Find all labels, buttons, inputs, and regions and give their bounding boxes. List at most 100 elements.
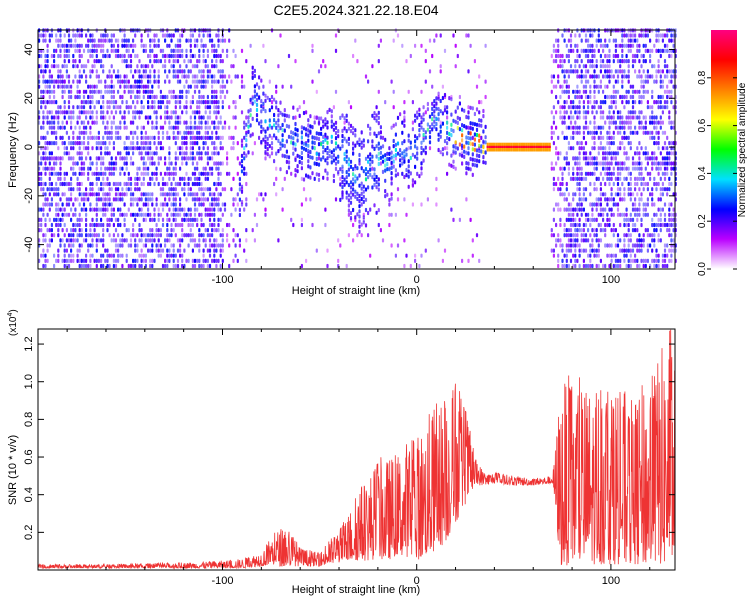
spectrogram-cell bbox=[503, 145, 506, 148]
spectrogram-cell bbox=[649, 176, 652, 181]
spectrogram-cell bbox=[593, 74, 596, 79]
spectrogram-cell bbox=[159, 146, 162, 151]
spectrogram-cell bbox=[42, 89, 45, 94]
spectrogram-cell bbox=[589, 151, 592, 156]
spectrogram-cell bbox=[76, 151, 79, 156]
spectrogram-cell bbox=[670, 238, 673, 243]
spectrogram-cell bbox=[97, 100, 100, 105]
spectrogram-cell bbox=[467, 258, 470, 263]
spectrogram-cell bbox=[595, 228, 598, 233]
spectrogram-cell bbox=[576, 238, 579, 243]
spectrogram-cell bbox=[127, 151, 130, 156]
spectrogram-cell bbox=[646, 197, 649, 202]
spectrogram-cell bbox=[475, 163, 479, 168]
spectrogram-cell bbox=[142, 69, 145, 74]
spectrogram-cell bbox=[140, 100, 143, 105]
spectrogram-cell bbox=[450, 112, 453, 117]
spectrogram-cell bbox=[642, 79, 645, 84]
spectrogram-cell bbox=[234, 105, 237, 110]
spectrogram-cell bbox=[78, 69, 81, 74]
spectrogram-cell bbox=[100, 141, 103, 146]
spectrogram-cell bbox=[72, 156, 75, 161]
spectrogram-cell bbox=[183, 135, 186, 140]
spectrogram-cell bbox=[42, 69, 45, 74]
spectrogram-cell bbox=[663, 258, 667, 263]
spectrogram-cell bbox=[93, 258, 96, 263]
spectrogram-cell bbox=[300, 222, 303, 228]
spectrogram-cell bbox=[80, 33, 83, 38]
spectrogram-cell bbox=[138, 212, 141, 217]
spectrogram-cell bbox=[200, 69, 203, 74]
spectrogram-cell bbox=[249, 97, 252, 102]
spectrogram-cell bbox=[249, 133, 252, 138]
spectrogram-cell bbox=[375, 118, 378, 123]
spectrogram-cell bbox=[555, 110, 558, 115]
spectrogram-cell bbox=[40, 207, 43, 212]
spectrogram-cell bbox=[610, 69, 613, 74]
spectrogram-cell bbox=[584, 125, 588, 130]
spectrogram-cell bbox=[78, 166, 81, 171]
spectrogram-cell bbox=[255, 113, 259, 118]
spectrogram-cell bbox=[223, 38, 227, 43]
spectrogram-cell bbox=[247, 119, 250, 124]
spectrogram-cell bbox=[663, 263, 667, 269]
spectrogram-cell bbox=[114, 100, 118, 105]
spectrogram-cell bbox=[659, 125, 662, 130]
spectrogram-cell bbox=[255, 82, 259, 87]
spectrogram-cell bbox=[189, 151, 192, 156]
spectrogram-cell bbox=[619, 176, 622, 181]
spectrogram-cell bbox=[221, 48, 224, 53]
spectrogram-cell bbox=[42, 212, 45, 217]
spectrogram-cell bbox=[226, 238, 229, 243]
spectrogram-cell bbox=[452, 144, 455, 149]
spectrogram-cell bbox=[206, 263, 209, 269]
spectrogram-cell bbox=[140, 74, 143, 79]
spectrogram-cell bbox=[78, 222, 81, 228]
spectrogram-cell bbox=[623, 146, 626, 151]
spectrogram-cell bbox=[151, 161, 154, 166]
spectrogram-cell bbox=[40, 228, 43, 233]
spectrogram-cell bbox=[221, 69, 224, 74]
spectrogram-cell bbox=[565, 263, 568, 269]
spectrogram-cell bbox=[264, 93, 267, 98]
spectrogram-cell bbox=[670, 222, 673, 228]
spectrogram-cell bbox=[46, 120, 49, 125]
spectrogram-cell bbox=[221, 202, 224, 207]
spectrogram-cell bbox=[636, 248, 639, 253]
spectrogram-cell bbox=[627, 64, 630, 69]
spectrogram-cell bbox=[604, 207, 607, 212]
spectrogram-cell bbox=[659, 84, 662, 89]
spectrogram-cell bbox=[463, 154, 466, 159]
spectrogram-cell bbox=[604, 151, 607, 156]
spectrogram-cell bbox=[478, 148, 481, 153]
spectrogram-cell bbox=[159, 243, 162, 248]
spectrogram-cell bbox=[57, 171, 60, 176]
spectrogram-cell bbox=[467, 125, 470, 130]
spectrogram-cell bbox=[612, 59, 615, 64]
spectrogram-cell bbox=[191, 94, 194, 100]
spectrogram-cell bbox=[341, 180, 344, 185]
spectrogram-cell bbox=[638, 166, 641, 171]
spectrogram-cell bbox=[300, 176, 303, 181]
spectrogram-cell bbox=[65, 120, 68, 125]
spectrogram-cell bbox=[367, 154, 370, 159]
spectrogram-cell bbox=[552, 115, 555, 120]
spectrogram-cell bbox=[72, 115, 75, 120]
spectrogram-cell bbox=[74, 171, 77, 176]
spectrogram-cell bbox=[352, 182, 355, 187]
spectrogram-cell bbox=[253, 68, 256, 73]
spectrogram-cell bbox=[659, 238, 662, 243]
spectrogram-cell bbox=[627, 187, 630, 192]
spectrogram-cell bbox=[612, 233, 615, 238]
spectrogram-cell bbox=[668, 151, 671, 156]
spectrogram-cell bbox=[655, 38, 658, 43]
spectrogram-cell bbox=[50, 33, 53, 38]
spectrogram-cell bbox=[416, 136, 419, 141]
spectrogram-cell bbox=[608, 166, 611, 171]
spectrogram-cell bbox=[574, 120, 577, 125]
spectrogram-cell bbox=[420, 253, 423, 258]
spectrogram-cell bbox=[475, 132, 479, 138]
spectrogram-cell bbox=[465, 125, 468, 130]
spectrogram-cell bbox=[198, 151, 201, 156]
spectrogram-cell bbox=[151, 105, 154, 110]
